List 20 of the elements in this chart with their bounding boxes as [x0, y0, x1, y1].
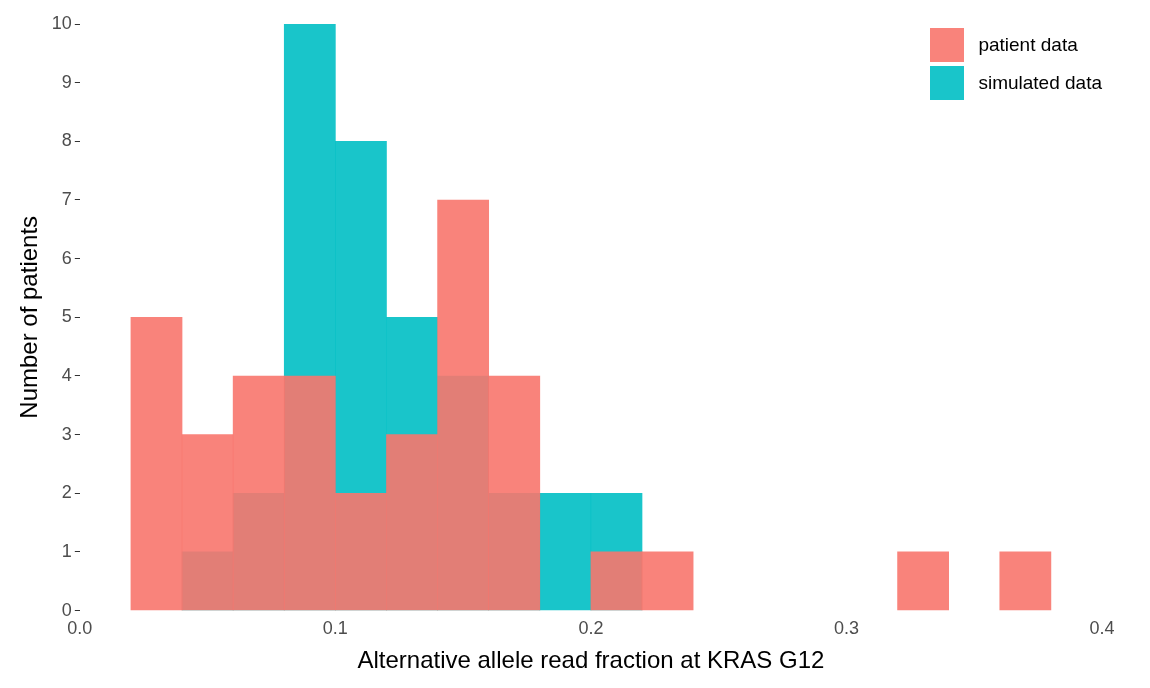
y-tick-label: 10 [51, 12, 72, 33]
x-tick-label: 0.3 [833, 618, 859, 639]
x-tick-label: 0.0 [67, 618, 93, 639]
y-tick-label: 8 [61, 130, 72, 151]
x-tick-label: 0.2 [578, 618, 604, 639]
y-tick-label: 1 [61, 540, 72, 561]
legend-label: simulated data [978, 72, 1102, 94]
y-tick-label: 4 [61, 364, 72, 385]
x-axis-title: Alternative allele read fraction at KRAS G12 [357, 646, 825, 674]
y-tick-label: 7 [61, 188, 72, 209]
legend-label: patient data [978, 34, 1078, 56]
y-tick-label: 3 [61, 423, 72, 444]
y-tick-label: 2 [61, 482, 72, 503]
x-tick-label: 0.1 [322, 618, 348, 639]
x-tick-label: 0.4 [1089, 618, 1115, 639]
y-tick-label: 6 [61, 247, 72, 268]
y-tick-label: 9 [61, 71, 72, 92]
y-axis-title: Number of patients [15, 215, 43, 419]
y-tick-label: 5 [61, 306, 72, 327]
y-tick-label: 0 [61, 599, 72, 620]
